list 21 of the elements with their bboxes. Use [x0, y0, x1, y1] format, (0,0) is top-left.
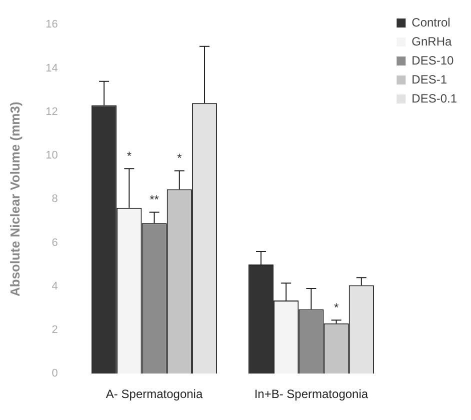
y-tick-label: 10: [46, 150, 58, 162]
y-tick-label: 12: [46, 106, 58, 118]
annotation: **: [150, 192, 160, 206]
annotation: *: [126, 148, 132, 163]
legend-label: DES-1: [412, 72, 448, 86]
legend-label: Control: [412, 15, 450, 30]
x-tick-label: A- Spermatogonia: [106, 387, 203, 402]
y-tick-label: 4: [52, 280, 58, 292]
annotation: *: [177, 151, 182, 166]
y-tick-label: 6: [52, 236, 58, 249]
y-axis-title: Absolute Niclear Volume (mm3): [7, 102, 22, 297]
annotation: *: [334, 300, 339, 314]
y-tick-label: 16: [46, 18, 58, 31]
y-tick-label: 0: [52, 368, 58, 380]
y-tick-label: 14: [46, 62, 58, 74]
x-tick-label: In+B- Spermatogonia: [254, 387, 368, 402]
legend-label: GnRHa: [412, 34, 452, 48]
y-tick-label: 8: [52, 193, 58, 206]
legend-label: DES-10: [412, 53, 454, 68]
y-tick-label: 2: [52, 324, 58, 336]
legend-label: DES-0.1: [412, 91, 458, 106]
